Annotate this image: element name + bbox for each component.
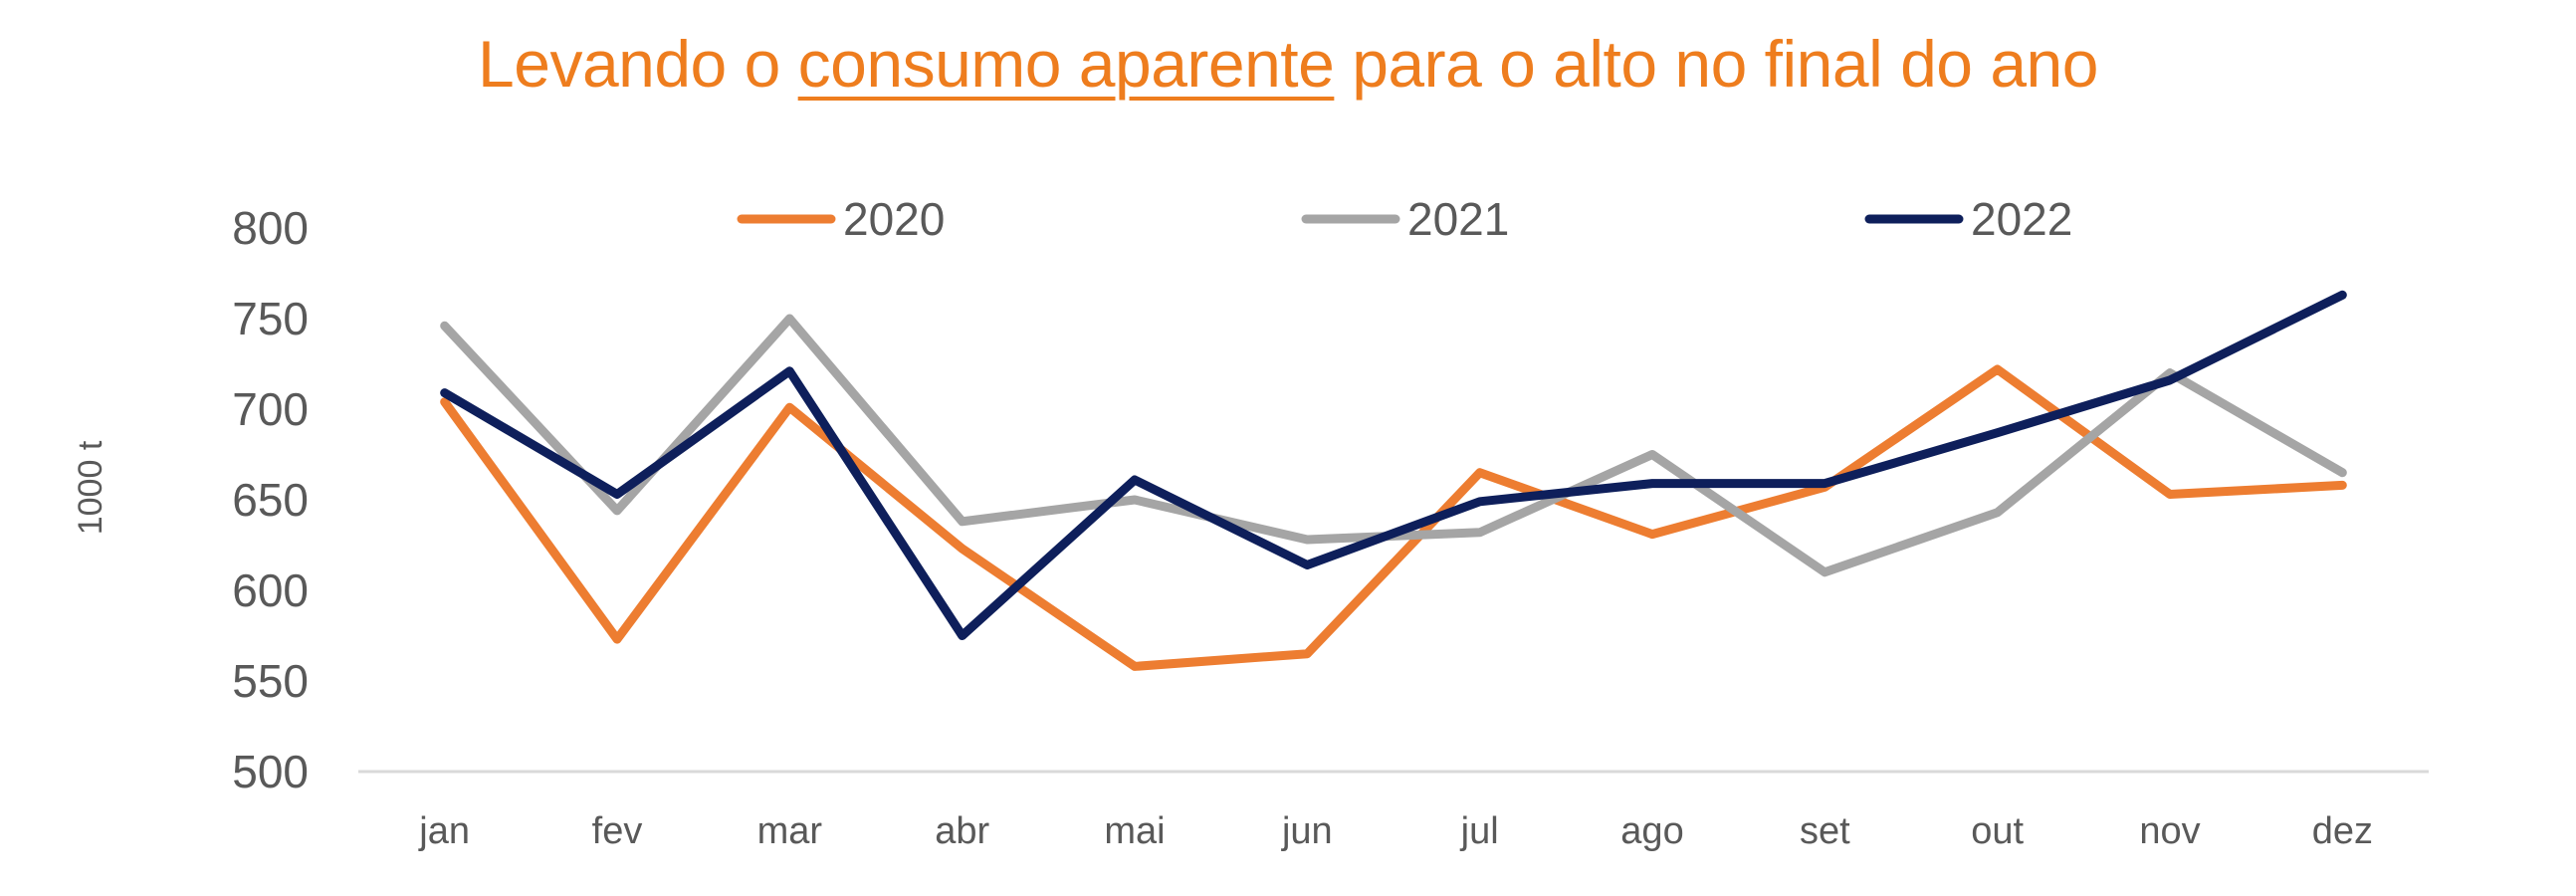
y-axis-title: 1000 t: [72, 440, 109, 535]
series-line-2022: [440, 290, 2347, 640]
title-part-underlined: consumo aparente: [797, 27, 1335, 101]
y-tick-label: 650: [232, 474, 309, 526]
y-tick-label: 500: [232, 746, 309, 797]
y-tick-labels: 500 550 600 650 700 750 800: [232, 202, 309, 797]
x-tick-label: mai: [1104, 810, 1165, 852]
series-line-2020: [440, 364, 2347, 671]
chart-title: Levando o consumo aparente para o alto n…: [0, 26, 2576, 102]
y-tick-label: 600: [232, 564, 309, 616]
legend-label-2020: 2020: [843, 193, 945, 245]
x-tick-label: dez: [2312, 810, 2373, 852]
x-tick-label: out: [1971, 810, 2024, 852]
x-tick-label: jan: [418, 810, 470, 852]
y-axis-title-group: 1000 t: [72, 440, 109, 535]
y-tick-label: 700: [232, 383, 309, 435]
x-tick-label: ago: [1620, 810, 1683, 852]
x-tick-label: jun: [1281, 810, 1333, 852]
legend-label-2022: 2022: [1971, 193, 2072, 245]
x-tick-label: set: [1800, 810, 1850, 852]
x-tick-label: mar: [757, 810, 823, 852]
x-tick-label: nov: [2139, 810, 2200, 852]
legend-label-2021: 2021: [1407, 193, 1509, 245]
y-tick-label: 750: [232, 293, 309, 344]
title-part-after: para o alto no final do ano: [1334, 27, 2098, 101]
y-tick-label: 800: [232, 202, 309, 254]
x-tick-labels: jan fev mar abr mai jun jul ago set out nov dez: [418, 810, 2373, 852]
x-tick-label: fev: [592, 810, 643, 852]
legend: 2020 2021 2022: [737, 193, 2072, 245]
title-part-before: Levando o: [478, 27, 798, 101]
x-tick-label: abr: [935, 810, 989, 852]
x-tick-label: jul: [1460, 810, 1499, 852]
series-lines: [440, 290, 2347, 671]
y-tick-label: 550: [232, 655, 309, 707]
